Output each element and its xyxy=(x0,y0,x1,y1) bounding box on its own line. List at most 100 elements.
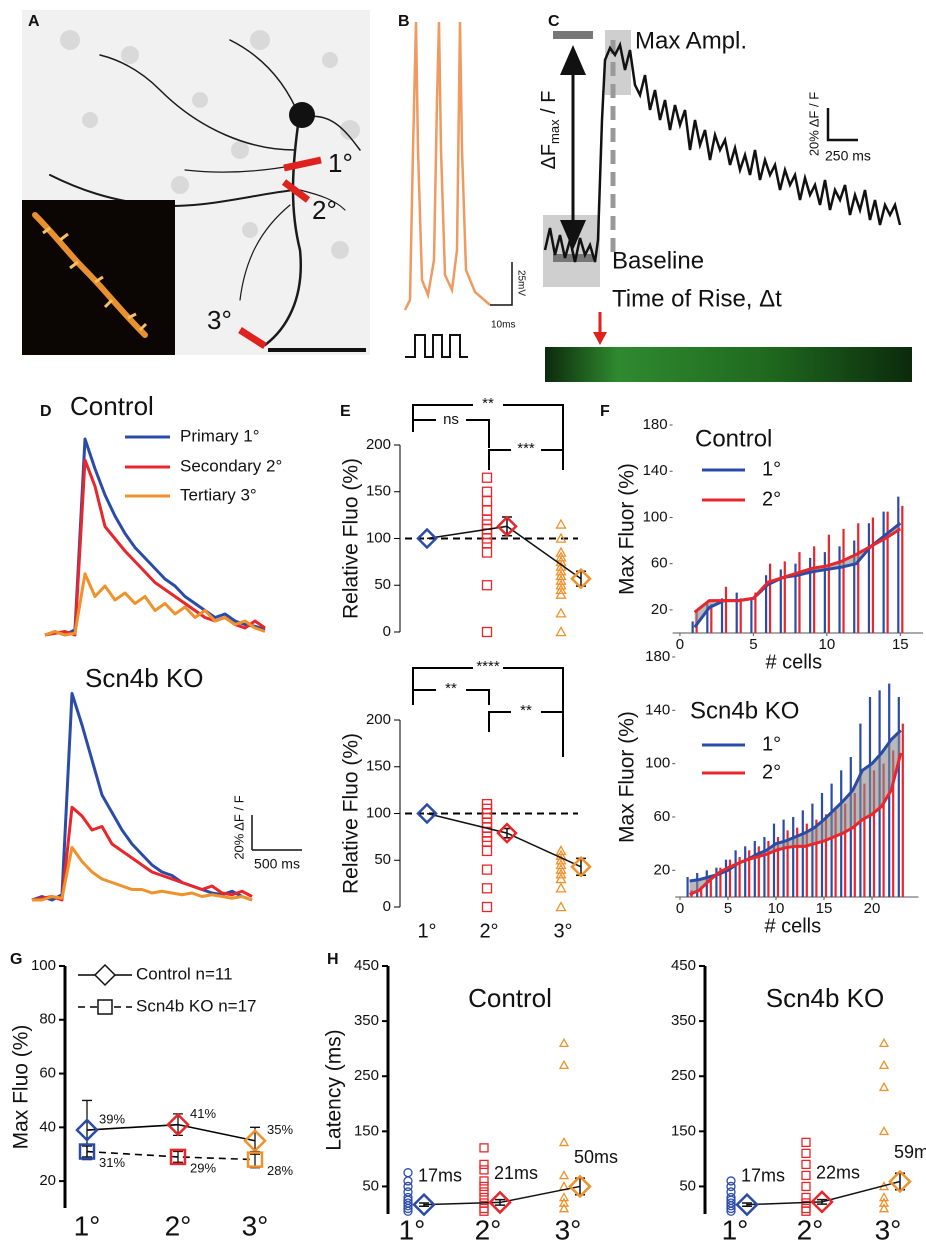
curve xyxy=(689,729,902,883)
y-tick-label: 0 xyxy=(383,898,391,915)
y-tick-label: 20 xyxy=(654,861,671,878)
x-tick-label: 15 xyxy=(816,900,833,917)
inset-spines xyxy=(42,226,148,332)
error-bar xyxy=(82,1145,92,1158)
x-tick-label: 1° xyxy=(417,920,436,942)
label-backdrop xyxy=(473,397,503,411)
mean-label: 21ms xyxy=(494,1163,538,1183)
annotation: Baseline xyxy=(612,247,704,274)
data-point xyxy=(479,1203,489,1214)
data-point xyxy=(878,1192,890,1202)
y-tick-label: 60 xyxy=(39,1065,56,1082)
y-tick-label: 50 xyxy=(374,576,391,593)
curve xyxy=(689,752,903,896)
data-point xyxy=(558,1059,570,1070)
panel-a: 1° 2° 3° A xyxy=(22,10,370,355)
legend-label: 2° xyxy=(762,488,781,510)
mean-marker xyxy=(568,1174,592,1199)
subplot-title: Control xyxy=(695,425,772,452)
data-point xyxy=(479,1176,489,1186)
legend-marker xyxy=(93,963,117,987)
y-tick-label: 180 xyxy=(645,648,670,665)
max-level xyxy=(553,31,593,39)
x-tick-label: 3° xyxy=(875,1214,902,1245)
value-label: 35% xyxy=(267,1122,293,1137)
data-point xyxy=(801,1159,811,1170)
label-backdrop xyxy=(436,412,466,426)
mean-marker xyxy=(888,1169,912,1194)
error-bar xyxy=(173,1150,183,1163)
x-tick-label: 10 xyxy=(819,636,836,653)
data-point xyxy=(481,901,493,913)
panel-c: C Max Ampl. ΔFmax / F Baseline Time of R… xyxy=(538,13,912,382)
x-tick-label: 2° xyxy=(165,1210,192,1241)
y-tick-label: 100 xyxy=(366,529,391,546)
data-point xyxy=(403,1198,413,1208)
panel-label: G xyxy=(10,951,22,968)
data-point xyxy=(801,1170,811,1181)
significance-label: ** xyxy=(520,702,532,719)
y-tick-label: 100 xyxy=(31,957,56,974)
mean-marker xyxy=(496,822,518,844)
data-point xyxy=(403,1181,413,1192)
panel-label: F xyxy=(600,403,610,420)
data-point xyxy=(801,1192,811,1203)
y-tick-label: 40 xyxy=(39,1118,56,1135)
spike-trace xyxy=(403,21,491,311)
x-tick-label: 1° xyxy=(74,1210,101,1241)
x-tick-label: 2° xyxy=(475,1214,502,1245)
y-tick-label: 50 xyxy=(362,1177,379,1194)
background-cells xyxy=(60,30,360,259)
soma xyxy=(289,102,315,128)
mean-label: 17ms xyxy=(741,1165,785,1185)
panel-label: A xyxy=(28,13,40,30)
onset-arrow-head xyxy=(593,332,607,345)
branch-label: 2° xyxy=(312,195,337,225)
legend-label: 1° xyxy=(762,458,781,480)
legend-label: Secondary 2° xyxy=(180,456,282,475)
legend-label: 1° xyxy=(762,733,781,755)
y-tick-label: 450 xyxy=(671,957,696,974)
error-bar xyxy=(419,1202,429,1208)
annotation: Time of Rise, Δt xyxy=(612,285,782,312)
data-point xyxy=(246,1151,264,1168)
data-point xyxy=(726,1187,736,1197)
mean-marker xyxy=(496,515,518,538)
x-tick-label: 5 xyxy=(724,900,732,917)
data-point xyxy=(801,1203,811,1214)
error-bar xyxy=(495,1198,505,1206)
panel-label: B xyxy=(398,13,410,30)
scale-bar xyxy=(826,108,858,142)
annotation-part: max xyxy=(547,119,562,144)
y-tick-label: 20 xyxy=(651,601,668,618)
significance-label: *** xyxy=(517,440,535,457)
data-point xyxy=(555,626,567,637)
y-axis-label: Relative Fluo (%) xyxy=(340,733,363,894)
data-point xyxy=(558,1197,570,1207)
data-point xyxy=(878,1081,890,1092)
data-point xyxy=(878,1125,890,1136)
data-point xyxy=(555,518,567,529)
y-axis-label: Relative Fluo (%) xyxy=(340,458,363,619)
data-point xyxy=(479,1181,489,1192)
mean-marker xyxy=(570,567,592,590)
linescan xyxy=(545,347,912,382)
data-point xyxy=(726,1181,736,1192)
x-tick-label: 5 xyxy=(749,636,757,653)
y-tick-label: 60 xyxy=(651,555,668,572)
legend-label: Primary 1° xyxy=(180,426,260,445)
label-backdrop xyxy=(473,660,503,674)
data-point xyxy=(481,626,493,638)
data-point xyxy=(878,1197,890,1207)
data-point xyxy=(481,505,493,516)
current-steps xyxy=(405,334,468,358)
legend-label: Scn4b KO n=17 xyxy=(136,996,257,1015)
data-point xyxy=(169,1148,187,1166)
y-tick-label: 250 xyxy=(671,1067,696,1084)
subplot-title: Scn4b KO xyxy=(766,983,885,1013)
significance-label: ** xyxy=(482,395,494,412)
x-axis-label: # cells xyxy=(765,651,822,673)
subplot-title: Control xyxy=(468,983,552,1013)
y-tick-label: 100 xyxy=(645,755,670,772)
